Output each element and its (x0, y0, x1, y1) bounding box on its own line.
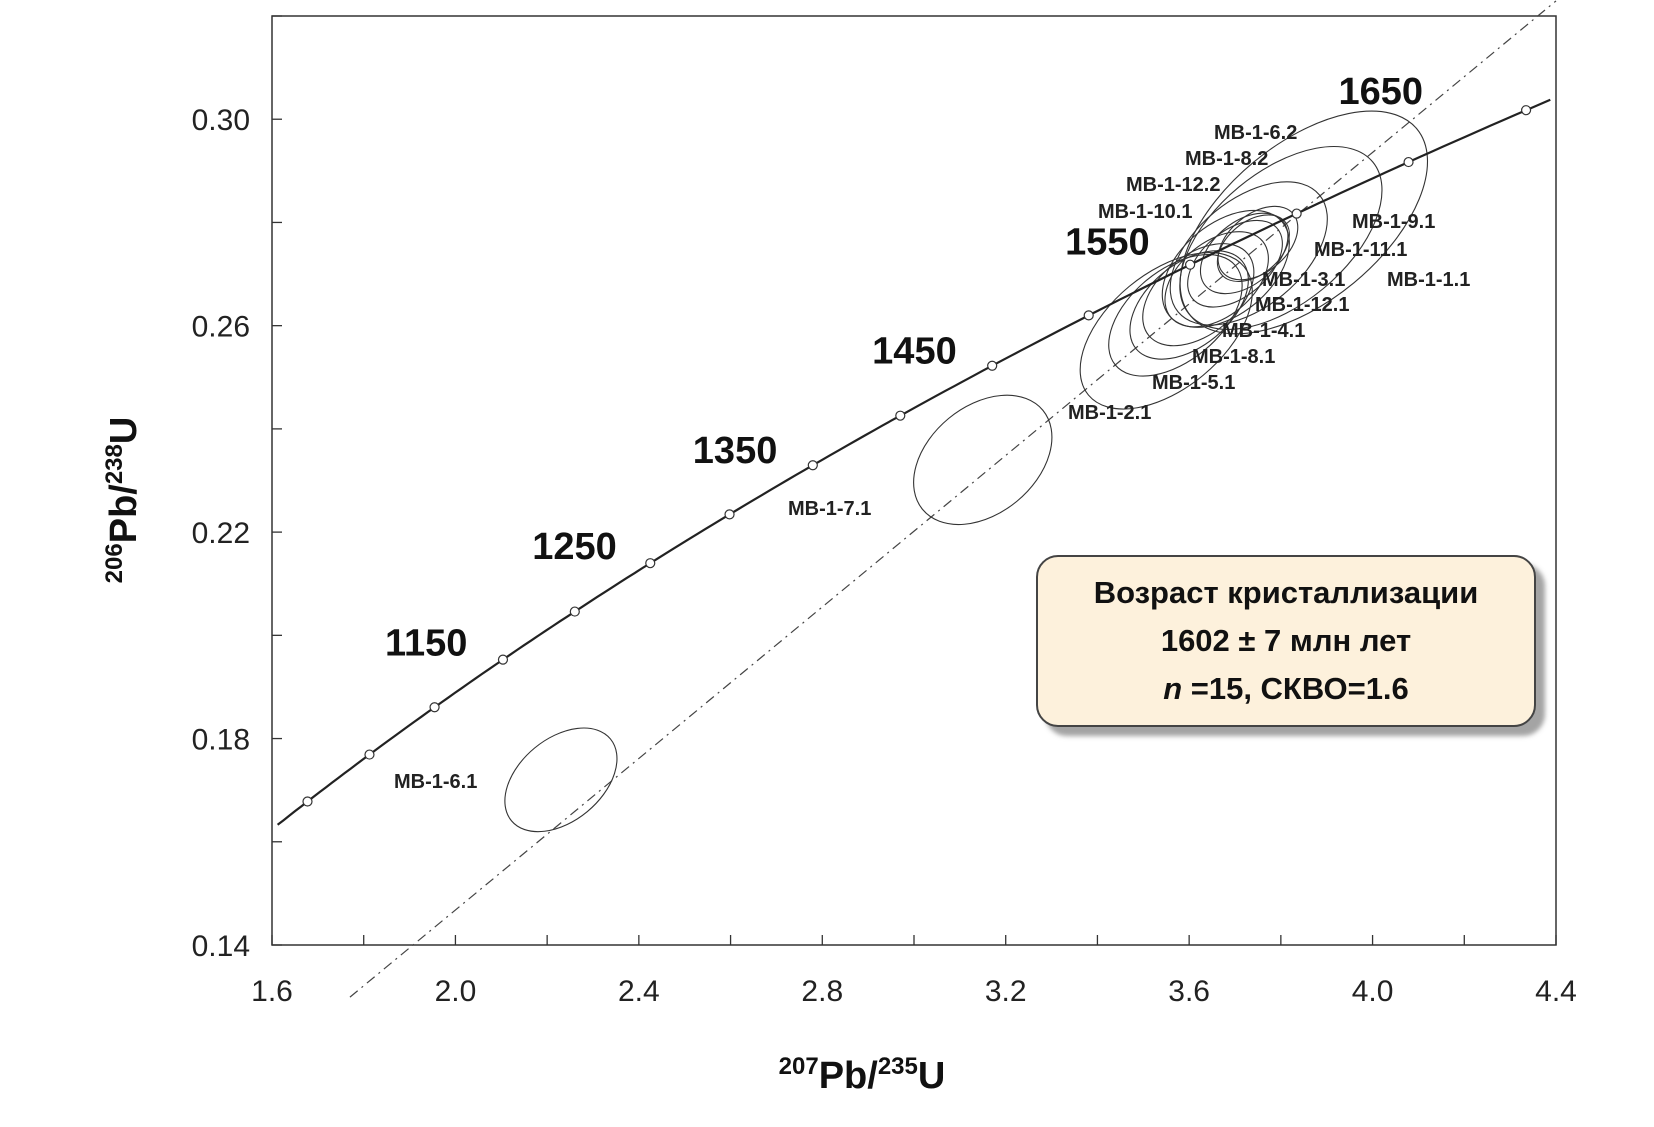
concordia-age-marker (1083, 310, 1094, 321)
x-tick-label: 2.0 (435, 975, 477, 1008)
error-ellipse (1108, 254, 1243, 377)
spot-label: MB-1-5.1 (1152, 372, 1235, 394)
spot-label: MB-1-6.1 (394, 771, 477, 793)
concordia-age-label: 1550 (1065, 222, 1150, 264)
concordia-age-marker (895, 410, 906, 421)
error-ellipse (1079, 252, 1253, 410)
result-stats: n =15, СКВО=1.6 (1163, 671, 1409, 706)
x-tick-label: 3.2 (985, 975, 1027, 1008)
concordia-age-marker (1291, 208, 1302, 219)
concordia-age-marker (645, 558, 656, 569)
x-tick-label: 2.8 (801, 975, 843, 1008)
concordia-age-label: 1350 (693, 430, 778, 472)
y-tick-label: 0.30 (192, 104, 250, 137)
error-ellipse (1179, 145, 1383, 330)
result-age: 1602 ± 7 млн лет (1160, 623, 1412, 658)
y-tick-label: 0.18 (192, 724, 250, 757)
x-tick-label: 2.4 (618, 975, 660, 1008)
concordia-age-label: 1150 (385, 623, 467, 665)
y-tick-label: 0.14 (192, 930, 250, 963)
concordia-age-marker (1185, 259, 1196, 270)
concordia-age-marker (569, 606, 580, 617)
concordia-curve: 1150 1250 1350 1450 1550 1650 (276, 71, 1551, 826)
spot-label: MB-1-3.1 (1262, 269, 1345, 291)
spot-label: MB-1-10.1 (1098, 201, 1192, 223)
error-ellipse (913, 394, 1053, 526)
spot-label: MB-1-8.2 (1185, 148, 1268, 170)
spot-label: MB-1-11.1 (1314, 239, 1407, 261)
error-ellipses (504, 110, 1429, 833)
y-axis-label: 206Pb/238U (101, 417, 145, 584)
error-ellipse (1216, 214, 1290, 283)
x-axis-label: 207Pb/235U (779, 1053, 946, 1097)
x-tick-label: 4.0 (1352, 975, 1394, 1008)
spot-label: MB-1-12.2 (1126, 174, 1220, 196)
concordia-age-marker (364, 749, 375, 760)
spot-label: MB-1-1.1 (1387, 269, 1470, 291)
concordia-age-label: 1450 (872, 331, 957, 373)
error-ellipse (1187, 219, 1283, 308)
spot-label: MB-1-9.1 (1352, 211, 1435, 233)
axis-ticks: 1.6 2.0 2.4 2.8 3.2 3.6 4.0 4.4 0.14 0.18 0.22 0.26… (192, 15, 1577, 1008)
concordia-age-marker (724, 509, 735, 520)
x-tick-label: 4.4 (1535, 975, 1577, 1008)
concordia-age-marker (987, 360, 998, 371)
error-ellipse (1142, 243, 1255, 347)
y-tick-label: 0.22 (192, 517, 250, 550)
x-tick-label: 1.6 (251, 975, 293, 1008)
spot-label: MB-1-8.1 (1192, 346, 1275, 368)
error-ellipse (1129, 250, 1249, 360)
concordia-age-label: 1250 (532, 526, 617, 568)
spot-labels: MB-1-6.2 MB-1-8.2 MB-1-12.2 MB-1-10.1 MB-1-9… (394, 122, 1470, 793)
error-ellipse (504, 727, 618, 833)
discordia-line (349, 0, 1557, 998)
concordia-age-marker (497, 654, 509, 665)
error-ellipse (1169, 181, 1328, 326)
y-tick-label: 0.26 (192, 311, 250, 344)
concordia-age-marker (302, 796, 313, 807)
concordia-age-marker (429, 702, 440, 713)
concordia-age-label: 1650 (1339, 71, 1424, 113)
spot-label: MB-1-4.1 (1222, 320, 1305, 342)
concordia-age-marker (1403, 156, 1414, 168)
concordia-age-marker (1520, 105, 1532, 116)
x-tick-label: 3.6 (1168, 975, 1210, 1008)
result-title: Возраст кристаллизации (1093, 575, 1479, 610)
spot-label: MB-1-6.2 (1214, 122, 1297, 144)
result-box: Возраст кристаллизации 1602 ± 7 млн лет … (1036, 555, 1536, 727)
spot-label: MB-1-2.1 (1068, 402, 1151, 424)
concordia-age-marker (807, 460, 818, 471)
spot-label: MB-1-7.1 (788, 498, 871, 520)
spot-label: MB-1-12.1 (1255, 294, 1349, 316)
discordia-path (349, 0, 1557, 998)
